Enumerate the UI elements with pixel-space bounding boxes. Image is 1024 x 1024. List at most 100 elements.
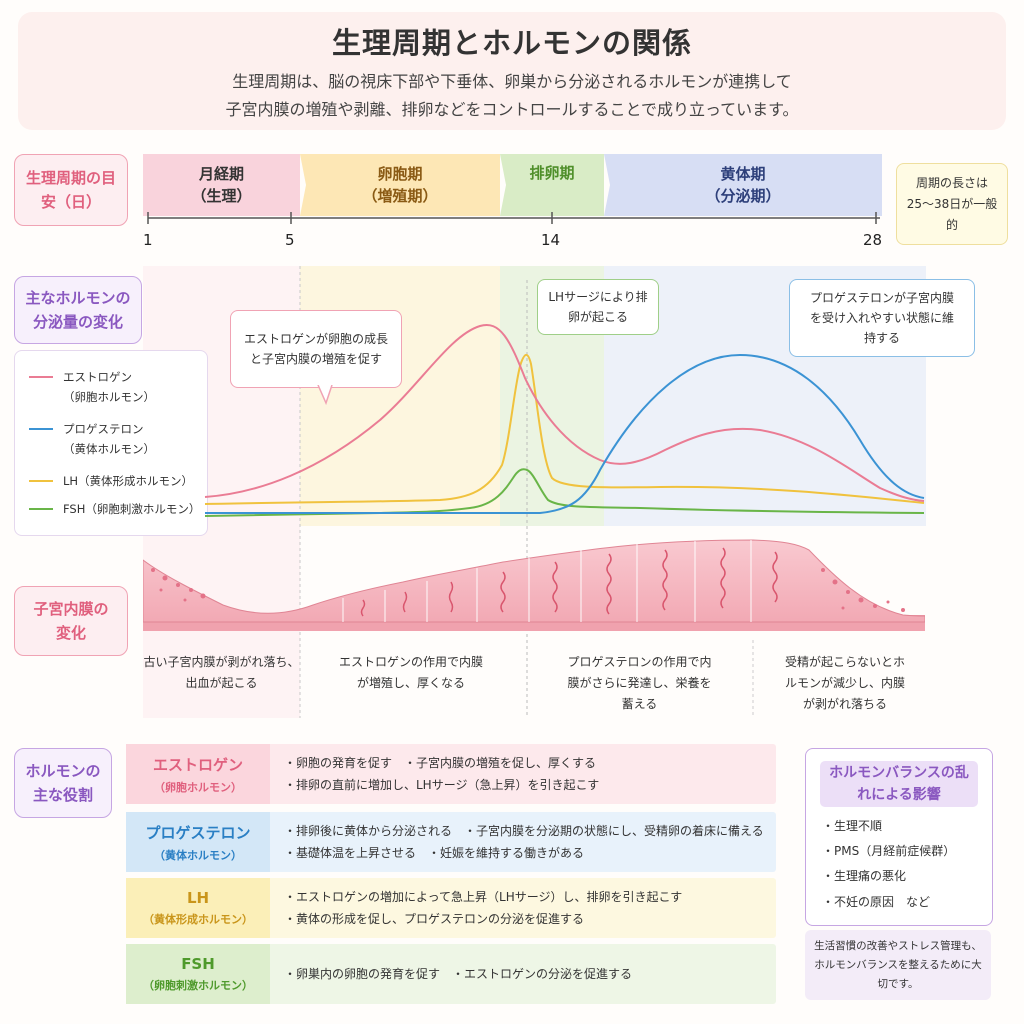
effect-item-infertility: ・不妊の原因 など bbox=[822, 895, 931, 909]
subtitle-line-2: 子宮内膜の増殖や剥離、排卵などをコントロールすることで成り立っています。 bbox=[225, 100, 799, 119]
effects-note: 生活習慣の改善やストレス管理も、ホルモンバランスを整えるために大切です。 bbox=[805, 930, 991, 1000]
tick-day-14: 14 bbox=[541, 231, 561, 249]
label-hormone-levels-text: 主なホルモンの分泌量の変化 bbox=[25, 289, 131, 331]
label-hormone-roles: ホルモンの主な役割 bbox=[14, 748, 112, 818]
phase-menstrual-name: 月経期 bbox=[198, 165, 244, 183]
label-cycle-days: 生理周期の目安（日） bbox=[14, 154, 128, 226]
role-estrogen-name-cell: エストロゲン （卵胞ホルモン） bbox=[126, 744, 270, 804]
role-progesterone-line-1: ・排卵後に黄体から分泌される ・子宮内膜を分泌期の状態にし、受精卵の着床に備える bbox=[284, 824, 764, 838]
role-estrogen-desc: ・卵胞の発育を促す ・子宮内膜の増殖を促し、厚くする ・排卵の直前に増加し、LH… bbox=[270, 744, 776, 804]
role-lh-line-1: ・エストロゲンの増加によって急上昇（LHサージ）し、排卵を引き起こす bbox=[284, 890, 683, 904]
effect-item-irregular: ・生理不順 bbox=[822, 819, 883, 833]
effect-item-pms: ・PMS（月経前症候群） bbox=[822, 844, 956, 858]
label-hormone-levels: 主なホルモンの分泌量の変化 bbox=[14, 276, 142, 344]
legend-estrogen-sub: （卵胞ホルモン） bbox=[63, 390, 155, 404]
timeline-axis bbox=[147, 212, 880, 224]
imbalance-effects-title: ホルモンバランスの乱れによる影響 bbox=[820, 761, 978, 807]
tick-day-28: 28 bbox=[863, 231, 883, 249]
role-lh-desc: ・エストロゲンの増加によって急上昇（LHサージ）し、排卵を引き起こす ・黄体の形… bbox=[270, 878, 776, 938]
callout-lh-surge-text: LHサージにより排卵が起こる bbox=[548, 290, 648, 324]
role-fsh-desc: ・卵巣内の卵胞の発育を促す ・エストロゲンの分泌を促進する bbox=[270, 944, 776, 1004]
legend-estrogen: エストロゲン （卵胞ホルモン） bbox=[29, 367, 155, 407]
curve-progesterone bbox=[205, 353, 925, 515]
endometrium-caption-late: 受精が起こらないとホルモンが減少し、内膜が剥がれ落ちる bbox=[784, 655, 905, 711]
phase-menstrual-sub: （生理） bbox=[191, 187, 252, 205]
label-endometrium-text: 子宮内膜の変化 bbox=[33, 600, 109, 642]
imbalance-effects-title-text: ホルモンバランスの乱れによる影響 bbox=[829, 765, 969, 803]
role-fsh-name-cell: FSH （卵胞刺激ホルモン） bbox=[126, 944, 270, 1004]
zone-follicular bbox=[300, 266, 500, 526]
role-progesterone-name-cell: プロゲステロン （黄体ホルモン） bbox=[126, 812, 270, 872]
label-endometrium: 子宮内膜の変化 bbox=[14, 586, 128, 656]
phase-ovulatory-name: 排卵期 bbox=[529, 164, 575, 182]
legend-progesterone-name: プロゲステロン bbox=[63, 422, 144, 436]
label-cycle-days-text: 生理周期の目安（日） bbox=[26, 169, 117, 211]
page-title: 生理周期とホルモンの関係 bbox=[331, 26, 692, 60]
subtitle-line-1: 生理周期は、脳の視床下部や下垂体、卵巣から分泌されるホルモンが連携して bbox=[232, 72, 792, 91]
phase-menstrual: 月経期 （生理） bbox=[143, 154, 300, 216]
tick-day-5: 5 bbox=[285, 231, 295, 249]
curve-lh bbox=[204, 353, 925, 505]
endometrium-caption-follicular: エストロゲンの作用で内膜が増殖し、厚くなる bbox=[338, 655, 483, 690]
legend-lh: LH（黄体形成ホルモン） bbox=[29, 471, 194, 491]
role-progesterone-sub: （黄体ホルモン） bbox=[154, 848, 242, 862]
callout-estrogen-text: エストロゲンが卵胞の成長と子宮内膜の増殖を促す bbox=[243, 332, 388, 366]
role-estrogen-sub: （卵胞ホルモン） bbox=[154, 780, 242, 794]
cycle-length-note-text: 周期の長さは25〜38日が一般的 bbox=[906, 175, 998, 232]
effects-note-text: 生活習慣の改善やストレス管理も、ホルモンバランスを整えるために大切です。 bbox=[814, 939, 982, 990]
endometrium-caption-menstrual: 古い子宮内膜が剥がれ落ち、出血が起こる bbox=[143, 655, 300, 690]
page-subtitle: 生理周期は、脳の視床下部や下垂体、卵巣から分泌されるホルモンが連携して 子宮内膜… bbox=[0, 68, 1024, 124]
cycle-length-note: 周期の長さは25〜38日が一般的 bbox=[896, 163, 1008, 245]
effect-item-cramps: ・生理痛の悪化 bbox=[822, 869, 907, 883]
role-estrogen-line-2: ・排卵の直前に増加し、LHサージ（急上昇）を引き起こす bbox=[284, 778, 600, 792]
endometrium-caption-luteal: プロゲステロンの作用で内膜がさらに発達し、栄養を蓄える bbox=[567, 655, 712, 711]
legend-fsh: FSH（卵胞刺激ホルモン） bbox=[29, 499, 201, 519]
role-row-estrogen: エストロゲン （卵胞ホルモン） ・卵胞の発育を促す ・子宮内膜の増殖を促し、厚く… bbox=[126, 744, 776, 804]
callout-progesterone-text: プロゲステロンが子宮内膜を受け入れやすい状態に維持する bbox=[809, 291, 954, 345]
legend-fsh-name: FSH（卵胞刺激ホルモン） bbox=[63, 502, 201, 516]
phase-follicular: 卵胞期 （増殖期） bbox=[300, 154, 500, 216]
role-fsh-name: FSH bbox=[181, 955, 215, 973]
phase-ovulatory: 排卵期 bbox=[500, 154, 604, 216]
legend-fsh-swatch bbox=[29, 508, 53, 510]
callout-estrogen-pointer bbox=[317, 385, 333, 406]
legend-lh-name: LH（黄体形成ホルモン） bbox=[63, 474, 194, 488]
legend-progesterone-sub: （黄体ホルモン） bbox=[63, 442, 155, 456]
phase-luteal-sub: （分泌期） bbox=[705, 187, 781, 205]
phase-follicular-sub: （増殖期） bbox=[362, 187, 438, 205]
callout-progesterone: プロゲステロンが子宮内膜を受け入れやすい状態に維持する bbox=[789, 279, 975, 357]
role-estrogen-line-1: ・卵胞の発育を促す ・子宮内膜の増殖を促し、厚くする bbox=[284, 756, 597, 770]
role-lh-name: LH bbox=[186, 889, 210, 907]
role-fsh-line-1: ・卵巣内の卵胞の発育を促す ・エストロゲンの分泌を促進する bbox=[284, 967, 633, 981]
role-progesterone-line-2: ・基礎体温を上昇させる ・妊娠を維持する働きがある bbox=[284, 846, 585, 860]
curve-estrogen bbox=[204, 323, 925, 502]
role-row-lh: LH （黄体形成ホルモン） ・エストロゲンの増加によって急上昇（LHサージ）し、… bbox=[126, 878, 776, 938]
legend-estrogen-name: エストロゲン bbox=[63, 370, 132, 384]
tick-day-1: 1 bbox=[143, 231, 153, 249]
role-row-fsh: FSH （卵胞刺激ホルモン） ・卵巣内の卵胞の発育を促す ・エストロゲンの分泌を… bbox=[126, 944, 776, 1004]
header-panel bbox=[18, 12, 1006, 130]
role-fsh-sub: （卵胞刺激ホルモン） bbox=[143, 979, 253, 992]
callout-lh-surge: LHサージにより排卵が起こる bbox=[537, 279, 659, 335]
legend-estrogen-swatch bbox=[29, 376, 53, 378]
curve-fsh bbox=[204, 468, 925, 517]
imbalance-effects-box: ホルモンバランスの乱れによる影響 ・生理不順 ・PMS（月経前症候群） ・生理痛… bbox=[805, 748, 993, 926]
legend-progesterone: プロゲステロン （黄体ホルモン） bbox=[29, 419, 155, 459]
legend-progesterone-swatch bbox=[29, 428, 53, 430]
role-lh-name-cell: LH （黄体形成ホルモン） bbox=[126, 878, 270, 938]
phase-follicular-name: 卵胞期 bbox=[377, 165, 423, 183]
endometrium-illustration bbox=[143, 539, 925, 631]
role-lh-sub: （黄体形成ホルモン） bbox=[143, 913, 253, 926]
legend-lh-swatch bbox=[29, 480, 53, 482]
hormone-legend: エストロゲン （卵胞ホルモン） プロゲステロン （黄体ホルモン） LH（黄体形成… bbox=[14, 350, 208, 536]
role-lh-line-2: ・黄体の形成を促し、プロゲステロンの分泌を促進する bbox=[284, 912, 585, 926]
phase-luteal-name: 黄体期 bbox=[720, 165, 766, 183]
role-progesterone-desc: ・排卵後に黄体から分泌される ・子宮内膜を分泌期の状態にし、受精卵の着床に備える… bbox=[270, 812, 776, 872]
role-estrogen-name: エストロゲン bbox=[152, 755, 243, 774]
callout-estrogen: エストロゲンが卵胞の成長と子宮内膜の増殖を促す bbox=[230, 310, 402, 388]
role-progesterone-name: プロゲステロン bbox=[145, 823, 251, 842]
phase-luteal: 黄体期 （分泌期） bbox=[604, 154, 882, 216]
label-hormone-roles-text: ホルモンの主な役割 bbox=[25, 762, 101, 804]
role-row-progesterone: プロゲステロン （黄体ホルモン） ・排卵後に黄体から分泌される ・子宮内膜を分泌… bbox=[126, 812, 776, 872]
